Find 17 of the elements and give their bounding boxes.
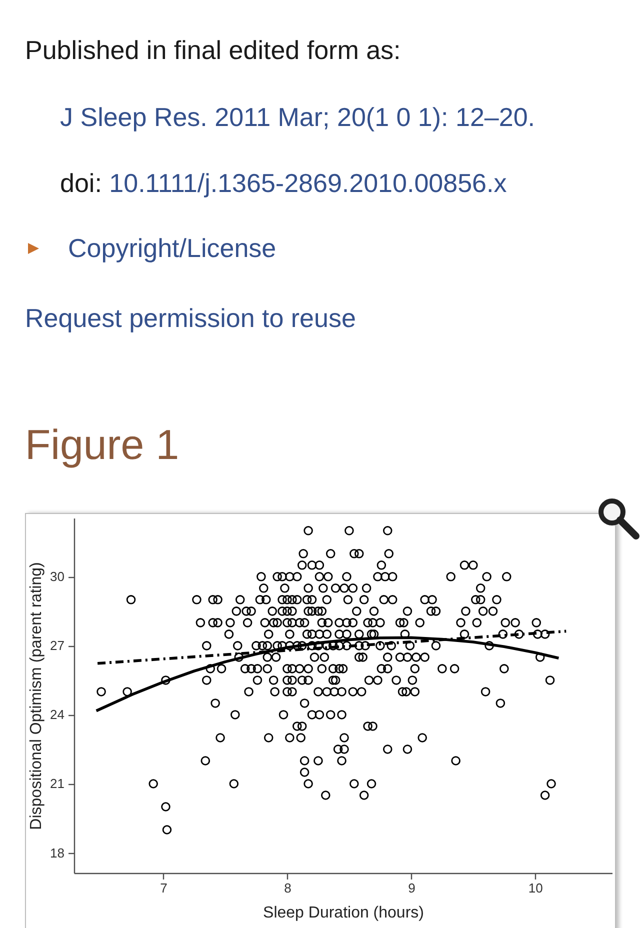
y-tick-label: 18 — [50, 845, 64, 860]
y-tick-label: 24 — [50, 707, 64, 722]
text: doi: 10.1111/j.1365-2869.2010.00856.x — [60, 168, 507, 198]
text: Request permission to reuse — [25, 302, 356, 335]
chart-title: Figure 1 — [25, 421, 180, 468]
x-tick-label: 10 — [528, 880, 543, 896]
y-tick-label: 21 — [50, 776, 64, 792]
x-tick-label: 9 — [408, 880, 416, 896]
x-tick-label: 7 — [160, 880, 168, 896]
y-tick-label: 30 — [50, 569, 64, 584]
text: J Sleep Res. 2011 Mar; 20(1 0 1): 12–20. — [60, 101, 536, 134]
y-tick-label: 27 — [50, 638, 64, 654]
text: Copyright/License — [68, 232, 276, 265]
text: Published in final edited form as: — [25, 34, 401, 67]
y-axis-title: Dispositional Optimism (parent rating) — [28, 562, 46, 830]
x-tick-label: 8 — [284, 880, 292, 896]
x-axis-title: Sleep Duration (hours) — [263, 904, 424, 922]
